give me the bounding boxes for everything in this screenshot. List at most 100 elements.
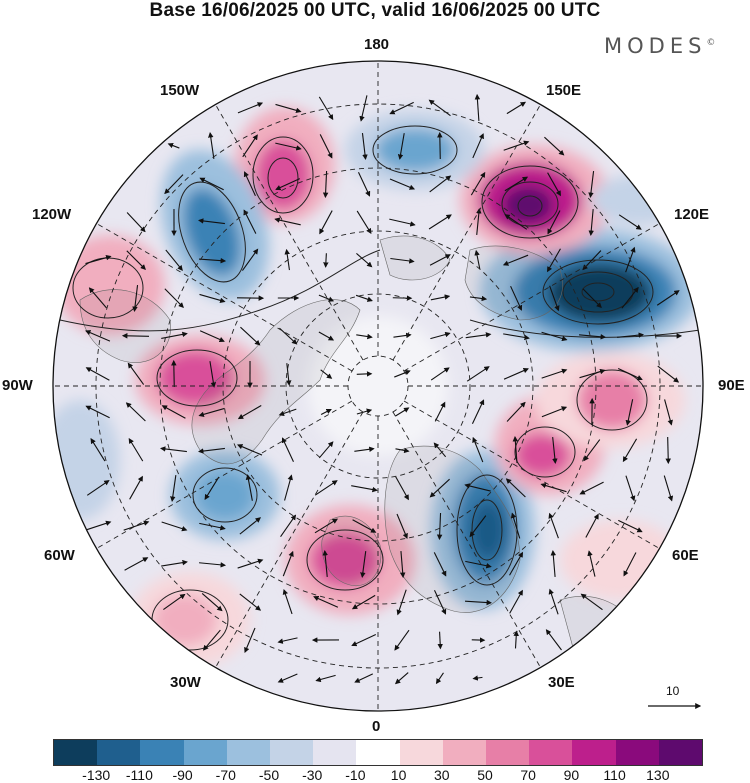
colorbar-swatch (140, 740, 184, 765)
wind-vector-arrow (356, 408, 373, 415)
wind-vector-arrow (472, 133, 484, 159)
wind-vector-arrow (474, 249, 481, 270)
wind-vector-arrow (469, 515, 487, 538)
wind-vector-arrow (319, 134, 333, 159)
wind-vector-arrow (274, 217, 301, 226)
meridian-line (96, 400, 353, 549)
wind-vector-arrow (465, 560, 492, 569)
meridian-line (392, 411, 541, 668)
north-america-west-outline (79, 289, 171, 363)
wind-vector-arrow (579, 334, 607, 340)
wind-vector-arrow (506, 401, 526, 422)
wind-vector-arrow (549, 285, 560, 312)
wind-vector-arrow (278, 408, 297, 417)
wind-vector-arrow (161, 521, 188, 532)
wind-vector-arrow (429, 478, 450, 498)
colorbar (53, 739, 703, 766)
wind-vector-arrow (204, 476, 220, 500)
anomaly-high-60e-core (514, 433, 570, 477)
wind-vector-arrow (433, 552, 447, 577)
wind-vector-arrow (665, 436, 671, 465)
wind-vector-arrow (587, 550, 596, 577)
wind-vector-arrow (389, 178, 416, 190)
wind-vector-arrow (351, 594, 376, 610)
wind-vector-arrow (323, 253, 329, 268)
colorbar-swatch (615, 740, 659, 765)
wind-vector-arrow (128, 437, 144, 462)
colorbar-tick-label: -10 (345, 767, 366, 783)
wind-vector-arrow (163, 593, 186, 610)
wind-vector-arrow (318, 96, 334, 121)
wind-vector-arrow (129, 475, 143, 500)
contour-line-w1 (59, 249, 381, 332)
wind-vector-arrow (199, 177, 224, 191)
wind-vector-arrow (510, 512, 521, 539)
wind-vector-arrow (239, 593, 262, 611)
wind-vector-arrow (469, 295, 488, 302)
wind-vector-arrow (199, 293, 226, 303)
wind-vector-arrow (399, 550, 406, 579)
wind-vector-arrow (361, 133, 368, 161)
map-boundary (52, 60, 704, 712)
wind-vector-arrow (622, 438, 638, 463)
wind-vector-arrow (126, 250, 146, 270)
wind-vector-arrow (201, 593, 223, 612)
wind-vector-arrow (437, 131, 443, 160)
polar-map (52, 60, 704, 712)
colorbar-tick-label: 130 (646, 767, 670, 783)
wind-vector-arrow (277, 673, 298, 683)
wind-vector-arrow (394, 629, 410, 651)
wind-vector-arrow (359, 95, 368, 122)
wind-vector-arrow (471, 399, 485, 424)
wind-vector-arrow (509, 551, 524, 576)
contour-150e-2 (501, 181, 559, 227)
wind-vector-arrow (664, 399, 673, 426)
lon-label-120e: 120E (674, 206, 710, 223)
wind-vector-arrow (503, 333, 530, 341)
wind-vector-arrow (85, 255, 112, 265)
colorbar-tick-label: 90 (563, 767, 580, 783)
lon-label-90w: 90W (2, 377, 33, 394)
meridian-line (392, 104, 541, 361)
colorbar-tick-label: 110 (603, 767, 626, 783)
wind-vector-arrow (617, 368, 643, 381)
colorbar-swatch (529, 740, 573, 765)
wind-vector-arrow (505, 478, 526, 498)
wind-vector-arrow (88, 287, 107, 309)
wind-vector-arrow (396, 513, 408, 540)
wind-vector-arrow (241, 248, 259, 271)
wind-vector-arrow (160, 446, 187, 453)
wind-vector-arrow (476, 207, 482, 235)
contour-60e-1 (514, 426, 576, 478)
wind-vector-arrow (202, 629, 221, 651)
meridian-line (403, 400, 660, 549)
wind-vector-arrow (275, 103, 302, 114)
wind-vector-arrow (208, 132, 215, 159)
wind-vector-arrow (199, 562, 227, 568)
colorbar-tick-label: -110 (125, 767, 153, 783)
wind-vector-arrow (243, 209, 257, 234)
wind-vector-arrow (546, 248, 561, 273)
wind-vector-arrow (433, 589, 447, 615)
wind-vector-arrow (282, 588, 293, 615)
greenland-canada-outline (191, 299, 361, 465)
lon-label-180: 180 (364, 36, 390, 53)
wind-vector-arrow (625, 399, 634, 426)
wind-vector-arrow (618, 214, 642, 230)
wind-vector-arrow (314, 518, 338, 534)
lon-label-150w: 150W (160, 82, 200, 99)
wind-vector-arrow (541, 368, 568, 379)
wind-vector-arrow (354, 446, 375, 452)
wind-vector-arrow (548, 588, 559, 615)
graticule (53, 61, 703, 711)
wind-vector-arrow (275, 178, 301, 191)
wind-vector-arrow (275, 142, 302, 151)
wind-vector-arrow (240, 326, 261, 346)
wind-vector-arrow (164, 174, 184, 195)
contour-lines (59, 125, 701, 651)
wind-vector-arrow (237, 444, 263, 456)
anomaly-field (53, 107, 700, 668)
wind-vector-arrow (279, 327, 298, 345)
wind-vector-arrow (198, 257, 227, 264)
anomaly-low-25e-core (470, 500, 506, 560)
